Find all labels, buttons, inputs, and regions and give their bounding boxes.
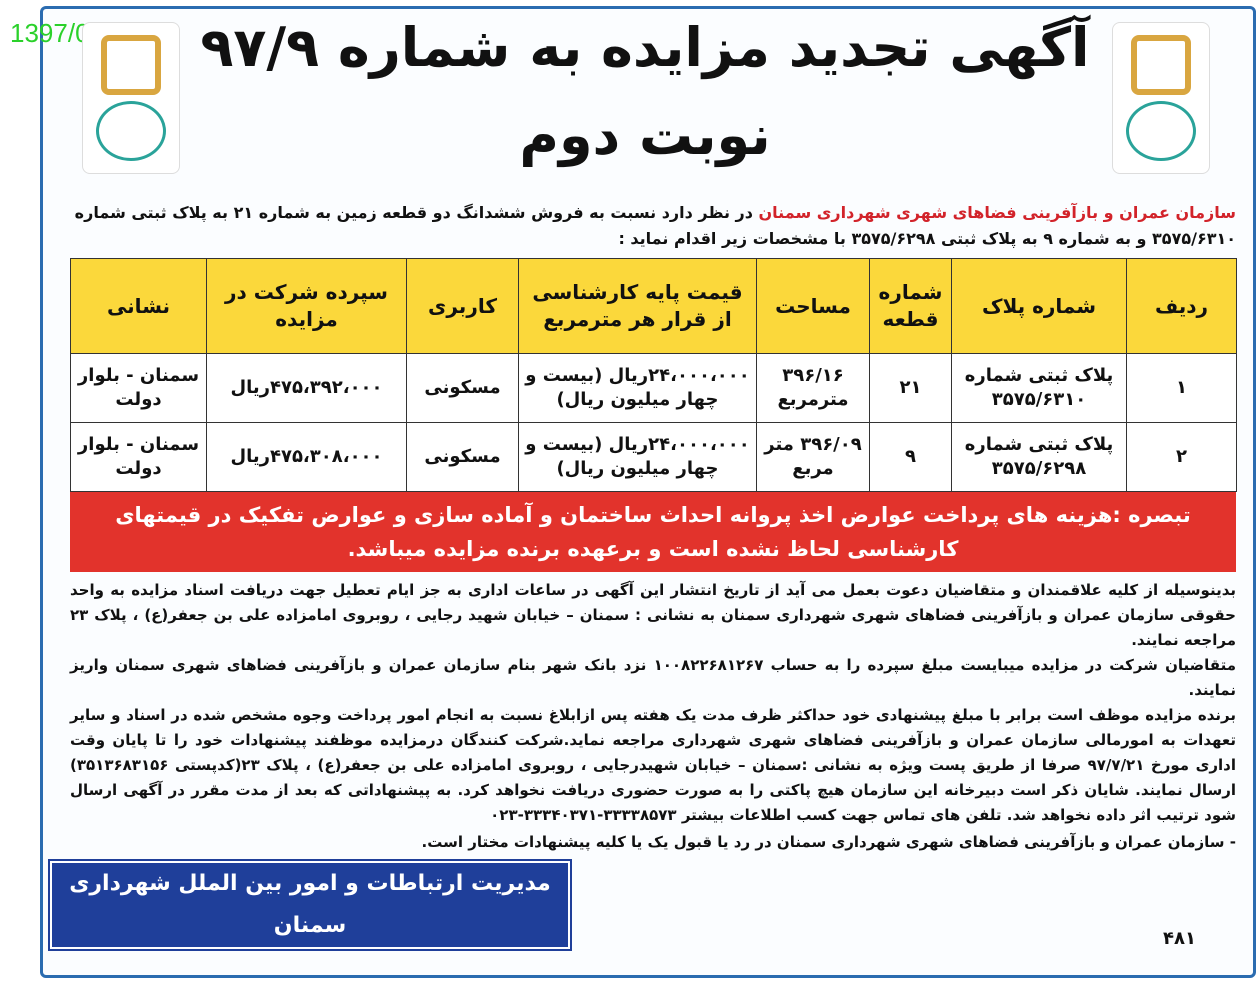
- cell: مسکونی: [406, 422, 519, 492]
- table-header-row: ردیف شماره پلاک شماره قطعه مساحت قیمت پا…: [70, 258, 1237, 354]
- column-header: سپرده شرکت در مزایده: [206, 258, 407, 354]
- intro-text: در نظر دارد نسبت به فروش ششدانگ دو قطعه …: [74, 203, 1236, 248]
- cell: ۲۴،۰۰۰،۰۰۰ریال (بیست و چهار میلیون ریال): [518, 353, 757, 423]
- table-row: ۱ پلاک ثبتی شماره ۳۵۷۵/۶۳۱۰ ۲۱ ۳۹۶/۱۶ مت…: [70, 353, 1237, 423]
- column-header: شماره قطعه: [869, 258, 952, 354]
- body-text: بدینوسیله از کلیه علاقمندان و متقاضیان د…: [70, 578, 1236, 828]
- intro-paragraph: سازمان عمران و بازآفرینی فضاهای شهری شهر…: [70, 200, 1236, 252]
- org-name: سازمان عمران و بازآفرینی فضاهای شهری شهر…: [758, 203, 1236, 222]
- note-banner: تبصره :هزینه های پرداخت عوارض اخذ پروانه…: [70, 492, 1236, 572]
- logo-right: [1112, 22, 1210, 174]
- column-header: کاربری: [406, 258, 519, 354]
- cell: پلاک ثبتی شماره ۳۵۷۵/۶۲۹۸: [951, 422, 1127, 492]
- column-header: ردیف: [1126, 258, 1237, 354]
- column-header: قیمت پایه کارشناسی از قرار هر مترمربع: [518, 258, 757, 354]
- page-number: ۴۸۱: [1163, 928, 1196, 949]
- footer-row: مدیریت ارتباطات و امور بین الملل شهرداری…: [48, 859, 1236, 951]
- cell: پلاک ثبتی شماره ۳۵۷۵/۶۳۱۰: [951, 353, 1127, 423]
- cell: مسکونی: [406, 353, 519, 423]
- cell: ۱: [1126, 353, 1237, 423]
- cell: ۲۴،۰۰۰،۰۰۰ریال (بیست و چهار میلیون ریال): [518, 422, 757, 492]
- column-header: شماره پلاک: [951, 258, 1127, 354]
- ad-subtitle: نوبت دوم: [519, 104, 771, 167]
- cell: سمنان - بلوار دولت: [70, 353, 207, 423]
- cell: ۴۷۵،۳۰۸،۰۰۰ریال: [206, 422, 407, 492]
- cell: سمنان - بلوار دولت: [70, 422, 207, 492]
- cell: ۳۹۶/۰۹ متر مربع: [756, 422, 870, 492]
- body-paragraph: بدینوسیله از کلیه علاقمندان و متقاضیان د…: [70, 581, 1236, 649]
- cell: ۴۷۵،۳۹۲،۰۰۰ریال: [206, 353, 407, 423]
- cell: ۲۱: [869, 353, 952, 423]
- logo-left: [82, 22, 180, 174]
- disclaimer-line: - سازمان عمران و بازآفرینی فضاهای شهری ش…: [421, 833, 1236, 851]
- ad-title: آگهی تجدید مزایده به شماره ۹۷/۹: [200, 16, 1090, 79]
- cell: ۹: [869, 422, 952, 492]
- body-paragraph: برنده مزایده موظف است برابر با مبلغ پیشن…: [70, 706, 1236, 824]
- column-header: نشانی: [70, 258, 207, 354]
- ad-content: سازمان عمران و بازآفرینی فضاهای شهری شهر…: [48, 200, 1237, 951]
- cell: ۲: [1126, 422, 1237, 492]
- body-paragraph: متقاضیان شرکت در مزایده میبایست مبلغ سپر…: [70, 656, 1236, 699]
- table-row: ۲ پلاک ثبتی شماره ۳۵۷۵/۶۲۹۸ ۹ ۳۹۶/۰۹ متر…: [70, 422, 1237, 492]
- auction-table: ردیف شماره پلاک شماره قطعه مساحت قیمت پا…: [70, 258, 1237, 492]
- column-header: مساحت: [756, 258, 870, 354]
- cell: ۳۹۶/۱۶ مترمربع: [756, 353, 870, 423]
- footer-banner: مدیریت ارتباطات و امور بین الملل شهرداری…: [48, 859, 572, 951]
